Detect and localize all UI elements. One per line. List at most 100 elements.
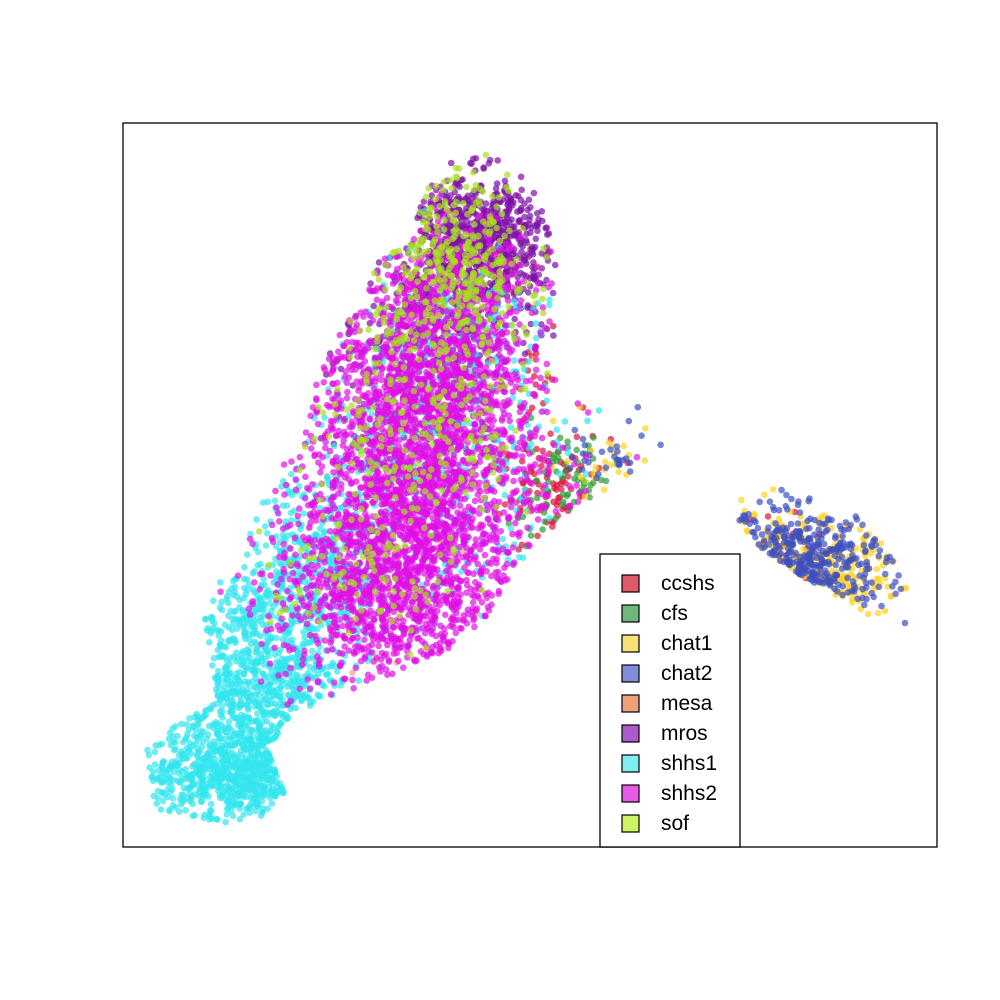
- data-point: [322, 444, 329, 452]
- data-point: [804, 517, 811, 525]
- data-point: [257, 560, 264, 568]
- data-point: [805, 550, 813, 558]
- data-point: [839, 577, 846, 584]
- data-point: [864, 610, 872, 618]
- data-point: [507, 525, 515, 532]
- data-point: [259, 759, 267, 766]
- data-point: [509, 388, 517, 396]
- data-point: [592, 464, 599, 471]
- data-point: [556, 470, 563, 478]
- data-point: [788, 495, 795, 503]
- data-point: [784, 506, 791, 513]
- data-point: [524, 302, 532, 309]
- data-point: [206, 741, 213, 748]
- data-point: [556, 434, 564, 442]
- data-point: [549, 523, 556, 530]
- data-point: [221, 724, 228, 731]
- data-point: [367, 280, 374, 287]
- data-point: [213, 673, 221, 680]
- data-point: [607, 446, 614, 453]
- data-point: [561, 418, 569, 425]
- data-point: [182, 766, 189, 773]
- data-point: [241, 767, 248, 775]
- data-point: [832, 532, 839, 540]
- data-point: [494, 157, 502, 164]
- data-point: [195, 771, 203, 778]
- data-point: [642, 425, 649, 432]
- data-point: [578, 466, 586, 473]
- data-point: [863, 532, 870, 539]
- data-point: [231, 588, 239, 596]
- data-point: [525, 289, 532, 296]
- data-point: [543, 224, 551, 231]
- data-point: [248, 692, 255, 699]
- data-point: [634, 403, 642, 411]
- data-point: [480, 165, 488, 172]
- data-point: [235, 763, 242, 771]
- data-point: [820, 540, 828, 548]
- data-point: [232, 658, 240, 665]
- data-point: [260, 727, 267, 735]
- data-point: [569, 454, 576, 461]
- data-point: [832, 561, 840, 569]
- data-point: [209, 662, 216, 669]
- data-point: [839, 532, 846, 540]
- data-point: [370, 302, 378, 310]
- data-point: [530, 259, 537, 266]
- data-point: [833, 572, 841, 579]
- data-point: [584, 417, 591, 425]
- data-point: [271, 497, 279, 505]
- data-point: [456, 183, 464, 191]
- data-point: [534, 220, 541, 227]
- data-point: [260, 612, 267, 620]
- data-point: [159, 778, 167, 786]
- data-point: [228, 626, 236, 634]
- data-point: [534, 227, 541, 235]
- data-point: [553, 486, 560, 494]
- data-point: [531, 470, 538, 478]
- data-point: [564, 438, 571, 446]
- data-point: [166, 729, 174, 737]
- data-point: [794, 520, 802, 527]
- data-point: [750, 510, 758, 518]
- data-point: [775, 506, 783, 514]
- data-point: [250, 770, 258, 778]
- data-point: [844, 574, 851, 582]
- data-point: [764, 513, 772, 520]
- data-point: [471, 623, 478, 631]
- data-point: [244, 706, 252, 713]
- data-point: [541, 518, 548, 525]
- data-point: [194, 753, 201, 761]
- data-point: [289, 676, 297, 684]
- data-point: [252, 618, 260, 626]
- data-point: [175, 808, 183, 815]
- data-point: [166, 762, 174, 770]
- data-point: [218, 702, 226, 710]
- data-point: [456, 502, 464, 510]
- data-point: [245, 805, 253, 812]
- data-point: [593, 474, 600, 482]
- data-point: [563, 492, 571, 500]
- data-point: [862, 547, 869, 555]
- data-point: [598, 448, 606, 456]
- data-point: [288, 636, 296, 643]
- data-point: [264, 530, 271, 537]
- data-point: [564, 449, 572, 457]
- data-point: [243, 721, 251, 728]
- data-point: [219, 651, 226, 659]
- data-point: [515, 553, 523, 561]
- data-point: [264, 805, 272, 813]
- data-point: [455, 193, 462, 201]
- data-point: [861, 601, 868, 609]
- data-point: [614, 448, 621, 455]
- data-point: [224, 599, 232, 607]
- data-point: [577, 473, 585, 481]
- data-point: [796, 509, 804, 516]
- data-point: [807, 560, 815, 568]
- data-point: [783, 551, 791, 559]
- data-point: [874, 609, 882, 617]
- data-point: [224, 758, 232, 765]
- data-point: [547, 430, 554, 438]
- data-point: [178, 791, 185, 799]
- data-point: [252, 640, 260, 647]
